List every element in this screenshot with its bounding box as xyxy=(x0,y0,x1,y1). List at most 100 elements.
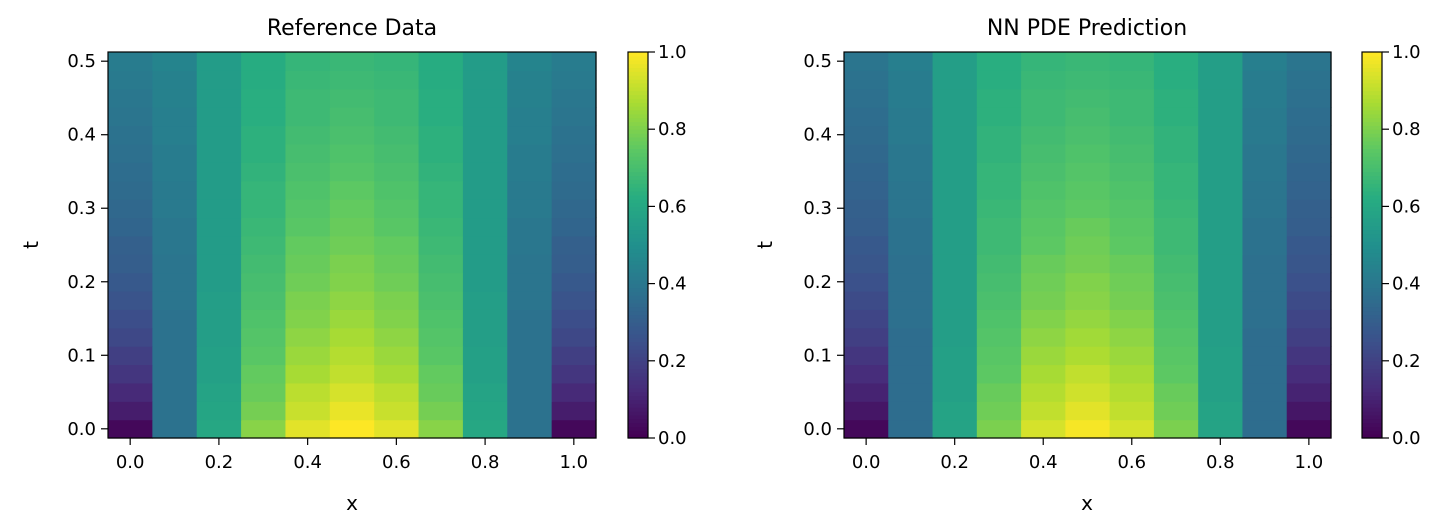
heatmap-cell xyxy=(976,401,1022,421)
y-tick-label: 0.4 xyxy=(803,125,832,146)
heatmap-cell xyxy=(1198,364,1244,384)
heatmap-cell xyxy=(507,364,553,384)
heatmap-cell xyxy=(329,290,375,310)
heatmap-cell xyxy=(152,143,198,163)
heatmap-cell xyxy=(1198,401,1244,421)
colorbar-segment xyxy=(628,75,648,80)
colorbar-segment xyxy=(628,391,648,397)
heatmap-cell xyxy=(932,107,978,127)
colorbar-segment xyxy=(628,106,648,111)
heatmap-cell xyxy=(1065,309,1111,329)
heatmap-cell xyxy=(1286,309,1332,329)
colorbar-segment xyxy=(1362,380,1382,385)
heatmap-cell xyxy=(241,70,287,90)
heatmap-cell xyxy=(418,88,464,108)
x-tick-label: 0.2 xyxy=(205,452,234,473)
colorbar-segment xyxy=(628,372,648,377)
y-tick-label: 0.3 xyxy=(67,198,96,219)
heatmap-cell xyxy=(1021,309,1066,329)
colorbar-segment xyxy=(628,152,648,157)
heatmap-cell xyxy=(1242,235,1288,255)
heatmap-cell xyxy=(1065,254,1111,274)
heatmap-cell xyxy=(1109,364,1155,384)
colorbar-segment xyxy=(628,252,648,258)
heatmap-cell xyxy=(152,309,198,329)
heatmap-cell xyxy=(1065,401,1111,421)
heatmap-cell xyxy=(329,309,375,329)
heatmap-cell xyxy=(1109,217,1155,237)
heatmap-cell xyxy=(152,125,198,145)
heatmap-cell xyxy=(1153,254,1199,274)
colorbar-segment xyxy=(1362,399,1382,404)
heatmap-cell xyxy=(329,180,375,200)
colorbar-segment xyxy=(1362,430,1382,435)
heatmap-cell xyxy=(462,52,508,71)
colorbar-segment xyxy=(1362,183,1382,188)
colorbar-segment xyxy=(628,275,648,281)
heatmap-cell xyxy=(196,254,242,274)
colorbar-segment xyxy=(628,179,648,184)
heatmap-cell xyxy=(888,290,934,310)
heatmap-cell xyxy=(888,401,934,421)
heatmap-cell xyxy=(844,290,889,310)
heatmap-cell xyxy=(241,235,287,255)
heatmap-cell xyxy=(1153,70,1199,90)
colorbar-segment xyxy=(1362,144,1382,150)
x-tick-label: 0.0 xyxy=(116,452,145,473)
heatmap-cell xyxy=(329,272,375,292)
colorbar-segment xyxy=(628,430,648,435)
colorbar-segment xyxy=(628,241,648,246)
heatmap-cell xyxy=(507,327,553,347)
colorbar-segment xyxy=(628,376,648,381)
heatmap-cell xyxy=(888,143,934,163)
colorbar-segment xyxy=(1362,171,1382,177)
heatmap-cell xyxy=(152,401,198,421)
heatmap-cell xyxy=(418,290,464,310)
heatmap-cell xyxy=(241,125,287,145)
colorbar-segment xyxy=(1362,395,1382,400)
heatmap-cell xyxy=(932,272,978,292)
colorbar-segment xyxy=(1362,175,1382,180)
y-tick-label: 0.2 xyxy=(803,272,832,293)
heatmap-cell xyxy=(1021,419,1066,439)
colorbar-segment xyxy=(628,326,648,331)
heatmap-cell xyxy=(108,254,153,274)
colorbar-segment xyxy=(1362,337,1382,343)
heatmap-cell xyxy=(932,364,978,384)
heatmap-cell xyxy=(976,346,1022,366)
heatmap-cell xyxy=(108,199,153,219)
heatmap-cell xyxy=(844,70,889,90)
heatmap-cell xyxy=(462,272,508,292)
heatmap-cell xyxy=(152,382,198,402)
heatmap-cell xyxy=(196,419,242,439)
heatmap-cell xyxy=(1153,401,1199,421)
heatmap-cell xyxy=(241,107,287,127)
colorbar-segment xyxy=(628,302,648,308)
heatmap-cell xyxy=(285,346,331,366)
heatmap-cell xyxy=(329,107,375,127)
colorbar-segment xyxy=(1362,206,1382,211)
heatmap-cell xyxy=(844,382,889,402)
heatmap-cell xyxy=(152,52,198,71)
colorbar-segment xyxy=(628,55,648,61)
heatmap-cell xyxy=(1021,272,1066,292)
heatmap-cell xyxy=(1065,143,1111,163)
colorbar-segment xyxy=(1362,160,1382,165)
colorbar-segment xyxy=(628,133,648,138)
colorbar-segment xyxy=(1362,194,1382,200)
heatmap-cell xyxy=(507,199,553,219)
heatmap-cell xyxy=(1109,254,1155,274)
x-axis-label: x xyxy=(346,491,358,515)
heatmap-cell xyxy=(374,382,420,402)
heatmap-cell xyxy=(1153,419,1199,439)
colorbar-segment xyxy=(1362,426,1382,431)
heatmap-cell xyxy=(1021,125,1066,145)
heatmap-cell xyxy=(844,143,889,163)
colorbar-segment xyxy=(628,287,648,292)
colorbar-segment xyxy=(628,279,648,285)
heatmap-cell xyxy=(374,180,420,200)
heatmap-cell xyxy=(551,382,597,402)
heatmap-cell xyxy=(976,327,1022,347)
colorbar-segment xyxy=(1362,256,1382,262)
heatmap-cell xyxy=(1286,143,1332,163)
